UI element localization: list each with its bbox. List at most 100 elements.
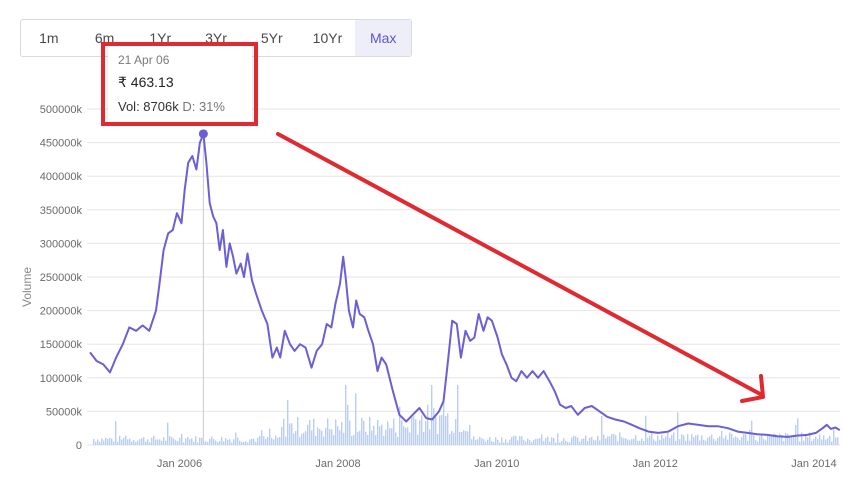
volume-bar [689,440,691,445]
volume-bar [675,440,677,445]
volume-bar [515,435,517,445]
volume-bar [179,437,181,445]
volume-bar [713,438,715,445]
volume-bar [735,436,737,445]
volume-bar [739,440,741,445]
volume-bar [369,417,371,445]
volume-bar [747,440,749,445]
x-tick-label: Jan 2012 [633,458,678,470]
volume-bar [391,428,393,445]
volume-bar [333,435,335,445]
volume-bar [521,436,523,445]
volume-bar [485,441,487,445]
volume-bar [503,442,505,445]
volume-bar [229,439,231,445]
volume-bar [225,438,227,445]
volume-bar [455,419,457,445]
x-tick-label: Jan 2014 [791,458,836,470]
range-tab-5yr[interactable]: 5Yr [260,30,283,46]
volume-bar [717,437,719,445]
volume-bar [95,441,97,445]
volume-bar [217,442,219,445]
volume-bar [819,434,821,445]
volume-bar [787,433,789,445]
volume-bar [733,437,735,445]
volume-bar [101,438,103,445]
volume-bar [159,439,161,445]
volume-bar [165,440,167,445]
volume-bar [135,442,137,445]
volume-bar [417,434,419,445]
volume-bar [295,430,297,445]
volume-bar [301,433,303,445]
volume-bar [637,441,639,445]
volume-bar [177,441,179,445]
volume-bar [341,421,343,445]
volume-bar [411,416,413,445]
volume-bar [219,440,221,445]
volume-bar [683,435,685,445]
volume-bar [595,440,597,445]
volume-bar [211,436,213,445]
volume-bar [601,415,603,445]
volume-bar [635,435,637,445]
range-tab-1m[interactable]: 1m [39,30,59,46]
volume-bar [565,440,567,445]
range-tab-max[interactable]: Max [355,20,412,56]
volume-bar [531,441,533,445]
volume-bar [349,420,351,445]
volume-bar [767,435,769,445]
volume-bar [533,439,535,445]
volume-bar [737,437,739,445]
volume-bar [815,436,817,445]
volume-bar [823,435,825,445]
volume-bar [319,429,321,445]
volume-bar [629,440,631,445]
volume-bar [781,435,783,445]
volume-bar [811,440,813,445]
volume-bar [681,434,683,445]
volume-bar [167,422,169,445]
volume-bar [127,439,129,445]
volume-bar [623,438,625,445]
volume-bar [791,437,793,445]
y-tick-label: 350000k [40,205,83,217]
volume-bar [189,439,191,445]
volume-bar [467,431,469,445]
volume-bar [613,433,615,445]
volume-bar [111,438,113,445]
volume-bar [725,435,727,445]
volume-bar [741,436,743,445]
volume-bar [405,427,407,445]
volume-bar [641,438,643,445]
volume-bar [315,435,317,445]
volume-bar [265,439,267,445]
volume-bar [561,440,563,445]
volume-bar [109,437,111,445]
volume-bar [603,434,605,445]
volume-bar [475,440,477,445]
volume-bar [247,442,249,445]
y-tick-label: 400000k [40,171,83,183]
volume-bar [777,436,779,445]
volume-bar [353,434,355,445]
volume-bar [491,441,493,445]
volume-bar [671,434,673,445]
volume-bar [155,439,157,445]
volume-bar [437,433,439,445]
highlight-point [198,129,208,139]
volume-bar [459,431,461,445]
volume-bar [493,441,495,445]
volume-bar [131,441,133,445]
volume-bar [509,439,511,445]
volume-bar [259,436,261,445]
volume-bar [661,434,663,445]
volume-bar [161,440,163,445]
volume-bar [567,441,569,445]
volume-bar [393,418,395,445]
volume-bar [693,437,695,445]
range-tab-10yr[interactable]: 10Yr [312,30,343,46]
x-axis-tick-labels: Jan 2006 Jan 2008 Jan 2010 Jan 2012 Jan 2014 [157,458,837,470]
volume-bar [729,432,731,445]
